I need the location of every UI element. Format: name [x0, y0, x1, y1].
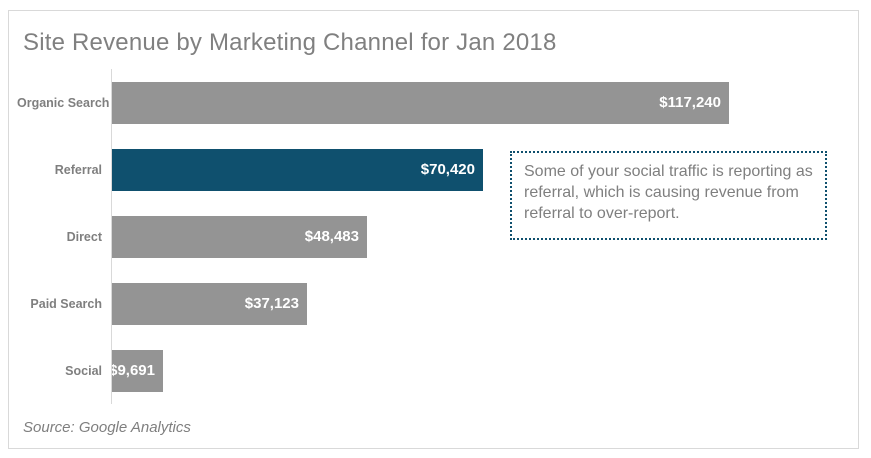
bar-row-direct: Direct $48,483 — [17, 203, 817, 270]
value-label: $37,123 — [244, 295, 299, 312]
value-label: $48,483 — [304, 228, 359, 245]
bar-row-referral: Referral $70,420 — [17, 136, 817, 203]
bar: $37,123 — [112, 282, 307, 325]
bar-highlighted: $70,420 — [112, 148, 483, 191]
bar-row-organic-search: Organic Search $117,240 — [17, 69, 817, 136]
bar: $117,240 — [112, 81, 729, 124]
y-axis-line — [111, 69, 112, 404]
category-label: Referral — [54, 162, 102, 177]
value-label: $70,420 — [420, 161, 475, 178]
chart-title: Site Revenue by Marketing Channel for Ja… — [23, 29, 557, 56]
category-label: Paid Search — [30, 296, 102, 311]
value-label: $9,691 — [109, 362, 155, 379]
bar: $9,691 — [109, 349, 163, 392]
category-label: Social — [65, 363, 102, 378]
value-label: $117,240 — [659, 94, 721, 111]
category-label: Organic Search — [17, 95, 110, 110]
category-label: Direct — [66, 229, 102, 244]
bar-row-social: Social $9,691 — [17, 337, 817, 404]
bar-row-paid-search: Paid Search $37,123 — [17, 270, 817, 337]
source-note: Source: Google Analytics — [23, 419, 191, 436]
annotation-box: Some of your social traffic is reporting… — [510, 151, 827, 240]
plot-area: Organic Search $117,240 Referral $70,420 Dir… — [17, 69, 817, 404]
bar: $48,483 — [112, 215, 367, 258]
chart-card: Site Revenue by Marketing Channel for Ja… — [8, 10, 859, 449]
